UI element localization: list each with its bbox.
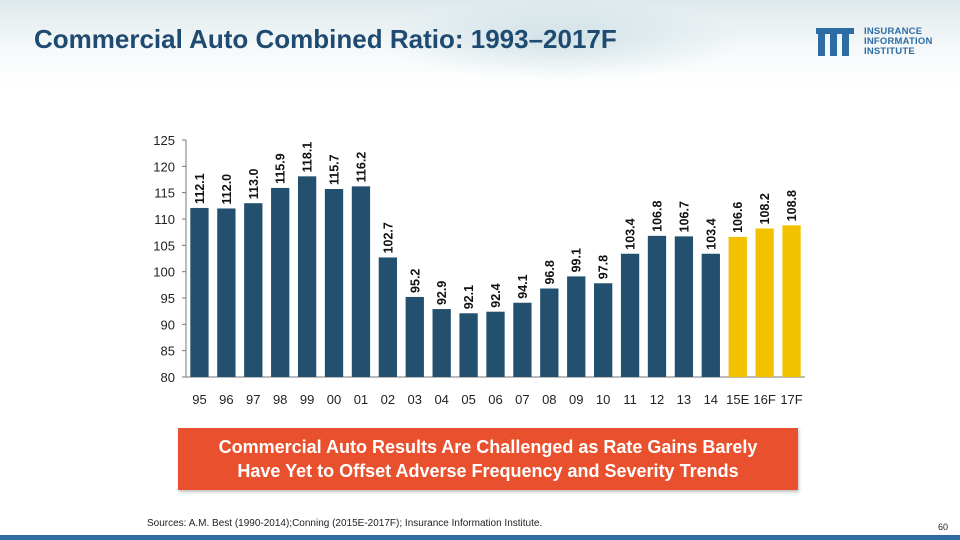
iii-logo-icon — [816, 28, 858, 56]
y-tick-label: 110 — [154, 212, 175, 227]
x-tick-label: 98 — [273, 392, 287, 407]
y-tick-label: 115 — [154, 186, 175, 201]
data-label-07: 94.1 — [516, 274, 530, 298]
data-label-13: 106.7 — [677, 201, 691, 232]
bar-15E — [728, 236, 747, 377]
bar-08 — [540, 288, 559, 377]
y-tick-label: 105 — [153, 238, 175, 253]
y-tick-label: 125 — [153, 133, 175, 148]
bar-97 — [244, 203, 263, 377]
iii-logo: INSURANCE INFORMATION INSTITUTE — [816, 26, 950, 60]
bar-13 — [674, 236, 694, 377]
callout-line-1: Commercial Auto Results Are Challenged a… — [218, 437, 758, 457]
footer-bar — [0, 535, 960, 540]
x-tick-label: 07 — [515, 392, 529, 407]
x-tick-label: 00 — [327, 392, 341, 407]
bar-98 — [271, 187, 290, 377]
bar-01 — [351, 186, 371, 377]
bar-04 — [432, 309, 451, 377]
x-tick-label: 08 — [542, 392, 556, 407]
header-band — [0, 0, 960, 85]
header-glow — [380, 0, 740, 80]
bar-02 — [378, 257, 397, 377]
x-tick-label: 14 — [704, 392, 718, 407]
source-note: Sources: A.M. Best (1990-2014);Conning (… — [147, 518, 543, 529]
callout-box: Commercial Auto Results Are Challenged a… — [178, 428, 798, 490]
data-label-95: 112.1 — [193, 173, 207, 204]
data-label-15E: 106.6 — [731, 202, 745, 233]
bar-10 — [594, 283, 613, 377]
data-label-96: 112.0 — [220, 174, 234, 205]
y-tick-label: 95 — [161, 291, 175, 306]
page-number: 60 — [938, 522, 949, 532]
bar-12 — [647, 235, 667, 377]
data-label-03: 95.2 — [408, 269, 422, 293]
data-label-97: 113.0 — [247, 169, 261, 200]
bar-99 — [297, 176, 317, 377]
data-label-11: 103.4 — [624, 218, 638, 249]
callout-line-2: Have Yet to Offset Adverse Frequency and… — [237, 461, 739, 481]
x-tick-label: 05 — [461, 392, 475, 407]
bar-14 — [701, 253, 720, 377]
data-label-99: 118.1 — [301, 142, 315, 173]
bar-16F — [755, 228, 774, 377]
y-tick-label: 120 — [153, 159, 175, 174]
logo-line-3: INSTITUTE — [864, 46, 915, 57]
y-tick-label: 100 — [153, 265, 175, 280]
data-label-08: 96.8 — [543, 260, 557, 284]
y-tick-label: 80 — [161, 370, 175, 385]
x-tick-label: 10 — [596, 392, 610, 407]
x-tick-label: 12 — [650, 392, 664, 407]
data-label-04: 92.9 — [435, 281, 449, 305]
x-tick-label: 17F — [780, 392, 802, 407]
bar-95 — [190, 207, 209, 377]
x-tick-label: 02 — [381, 392, 395, 407]
data-label-16F: 108.2 — [758, 193, 772, 224]
x-tick-label: 97 — [246, 392, 260, 407]
bar-96 — [217, 208, 236, 377]
bar-00 — [324, 188, 344, 377]
x-tick-label: 03 — [408, 392, 422, 407]
combined-ratio-bar-chart: 80859095100105110115120125112.195112.096… — [153, 133, 805, 407]
bar-07 — [513, 302, 532, 377]
data-label-14: 103.4 — [704, 218, 718, 249]
logo-line-2: INFORMATION — [864, 36, 933, 47]
logo-line-1: INSURANCE — [864, 26, 923, 37]
bar-06 — [486, 311, 505, 377]
data-label-09: 99.1 — [570, 248, 584, 272]
data-label-02: 102.7 — [381, 222, 395, 253]
x-tick-label: 15E — [726, 392, 749, 407]
x-tick-label: 16F — [753, 392, 775, 407]
y-tick-label: 90 — [161, 317, 175, 332]
data-label-01: 116.2 — [354, 152, 368, 183]
logo-text: INSURANCE INFORMATION INSTITUTE — [864, 27, 933, 57]
bar-03 — [405, 296, 424, 377]
data-label-06: 92.4 — [489, 283, 503, 307]
bar-09 — [567, 276, 586, 377]
x-tick-label: 09 — [569, 392, 583, 407]
bar-05 — [459, 313, 478, 377]
y-tick-label: 85 — [161, 344, 175, 359]
x-tick-label: 99 — [300, 392, 314, 407]
x-tick-label: 06 — [488, 392, 502, 407]
x-tick-label: 01 — [354, 392, 368, 407]
bar-17F — [782, 225, 801, 377]
x-tick-label: 04 — [434, 392, 448, 407]
page-title: Commercial Auto Combined Ratio: 1993–201… — [34, 24, 617, 54]
x-tick-label: 11 — [623, 392, 637, 407]
bar-11 — [620, 253, 640, 377]
data-label-17F: 108.8 — [785, 190, 799, 221]
x-tick-label: 95 — [192, 392, 206, 407]
x-tick-label: 96 — [219, 392, 233, 407]
data-label-00: 115.7 — [328, 154, 342, 185]
data-label-10: 97.8 — [597, 255, 611, 279]
data-label-98: 115.9 — [274, 153, 288, 184]
data-label-12: 106.8 — [650, 201, 664, 232]
x-tick-label: 13 — [677, 392, 691, 407]
data-label-05: 92.1 — [462, 285, 476, 309]
